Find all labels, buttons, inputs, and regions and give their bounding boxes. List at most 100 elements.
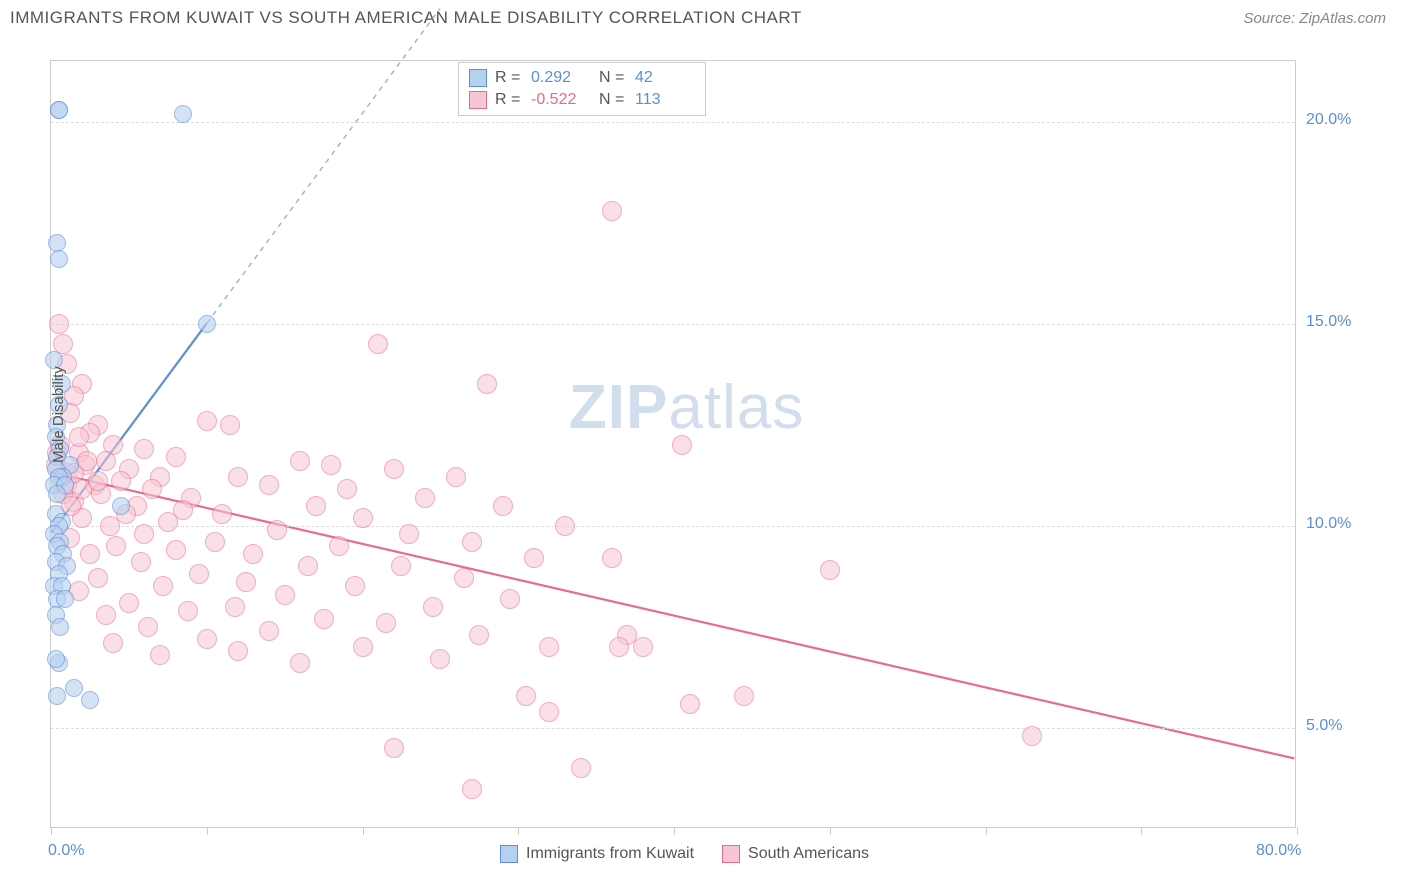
south-american-point xyxy=(212,504,232,524)
legend-swatch xyxy=(469,91,487,109)
south-american-point xyxy=(321,455,341,475)
x-max-label: 80.0% xyxy=(1256,842,1301,860)
south-american-point xyxy=(96,451,116,471)
south-american-point xyxy=(555,516,575,536)
south-american-point xyxy=(158,512,178,532)
south-american-point xyxy=(609,637,629,657)
south-american-point xyxy=(243,544,263,564)
south-american-point xyxy=(197,411,217,431)
south-american-point xyxy=(106,536,126,556)
legend-label: South Americans xyxy=(748,845,869,863)
y-tick-label: 10.0% xyxy=(1306,515,1351,533)
south-american-point xyxy=(290,653,310,673)
south-american-point xyxy=(197,629,217,649)
south-american-point xyxy=(454,568,474,588)
legend-r-value: 0.292 xyxy=(531,69,591,87)
south-american-point xyxy=(337,479,357,499)
x-tick xyxy=(363,827,364,835)
south-american-point xyxy=(672,435,692,455)
kuwait-point xyxy=(50,101,68,119)
south-american-point xyxy=(138,617,158,637)
south-american-point xyxy=(493,496,513,516)
watermark-b: atlas xyxy=(668,373,804,442)
south-american-point xyxy=(415,488,435,508)
south-american-point xyxy=(820,560,840,580)
south-american-point xyxy=(100,516,120,536)
south-american-point xyxy=(259,475,279,495)
kuwait-point xyxy=(48,485,66,503)
legend-label: Immigrants from Kuwait xyxy=(526,845,694,863)
south-american-point xyxy=(306,496,326,516)
south-american-point xyxy=(571,758,591,778)
kuwait-point xyxy=(65,679,83,697)
legend-n-label: N = xyxy=(599,91,627,109)
legend-swatch xyxy=(500,845,518,863)
south-american-point xyxy=(734,686,754,706)
south-american-point xyxy=(77,451,97,471)
kuwait-point xyxy=(174,105,192,123)
south-american-point xyxy=(205,532,225,552)
south-american-point xyxy=(153,576,173,596)
kuwait-point xyxy=(81,691,99,709)
south-american-point xyxy=(103,633,123,653)
legend-r-value: -0.522 xyxy=(531,91,591,109)
legend-series: Immigrants from Kuwait South Americans xyxy=(500,845,869,863)
kuwait-point xyxy=(56,590,74,608)
legend-swatch xyxy=(722,845,740,863)
south-american-point xyxy=(469,625,489,645)
legend-r-label: R = xyxy=(495,69,523,87)
south-american-point xyxy=(384,459,404,479)
south-american-point xyxy=(376,613,396,633)
y-tick-label: 5.0% xyxy=(1306,717,1342,735)
kuwait-point xyxy=(112,497,130,515)
kuwait-point xyxy=(51,618,69,636)
south-american-point xyxy=(236,572,256,592)
south-american-point xyxy=(314,609,334,629)
south-american-point xyxy=(131,552,151,572)
legend-n-label: N = xyxy=(599,69,627,87)
south-american-point xyxy=(423,597,443,617)
south-american-point xyxy=(290,451,310,471)
south-american-point xyxy=(96,605,116,625)
south-american-point xyxy=(384,738,404,758)
watermark-a: ZIP xyxy=(569,373,668,442)
kuwait-point xyxy=(50,250,68,268)
south-american-point xyxy=(602,548,622,568)
south-american-point xyxy=(119,593,139,613)
south-american-point xyxy=(345,576,365,596)
legend-item: Immigrants from Kuwait xyxy=(500,845,694,863)
x-tick xyxy=(207,827,208,835)
south-american-point xyxy=(166,540,186,560)
south-american-point xyxy=(88,568,108,588)
south-american-point xyxy=(69,427,89,447)
south-american-point xyxy=(329,536,349,556)
south-american-point xyxy=(446,467,466,487)
south-american-point xyxy=(368,334,388,354)
south-american-point xyxy=(462,532,482,552)
plot-area: ZIPatlas xyxy=(50,60,1296,828)
south-american-point xyxy=(430,649,450,669)
south-american-point xyxy=(259,621,279,641)
y-axis-title: Male Disability xyxy=(50,366,67,463)
south-american-point xyxy=(602,201,622,221)
south-american-point xyxy=(134,439,154,459)
x-min-label: 0.0% xyxy=(48,842,84,860)
chart-title: IMMIGRANTS FROM KUWAIT VS SOUTH AMERICAN… xyxy=(10,8,802,28)
y-tick-label: 15.0% xyxy=(1306,313,1351,331)
legend-stats-row: R = -0.522 N = 113 xyxy=(469,89,695,111)
south-american-point xyxy=(680,694,700,714)
south-american-point xyxy=(189,564,209,584)
legend-stats: R = 0.292 N = 42 R = -0.522 N = 113 xyxy=(458,62,706,116)
south-american-point xyxy=(298,556,318,576)
south-american-point xyxy=(539,637,559,657)
x-tick xyxy=(830,827,831,835)
south-american-point xyxy=(228,467,248,487)
south-american-point xyxy=(166,447,186,467)
x-tick xyxy=(518,827,519,835)
chart-source: Source: ZipAtlas.com xyxy=(1243,10,1386,27)
y-tick-label: 20.0% xyxy=(1306,111,1351,129)
chart-header: IMMIGRANTS FROM KUWAIT VS SOUTH AMERICAN… xyxy=(0,0,1406,32)
south-american-point xyxy=(500,589,520,609)
south-american-point xyxy=(80,544,100,564)
legend-stats-row: R = 0.292 N = 42 xyxy=(469,67,695,89)
